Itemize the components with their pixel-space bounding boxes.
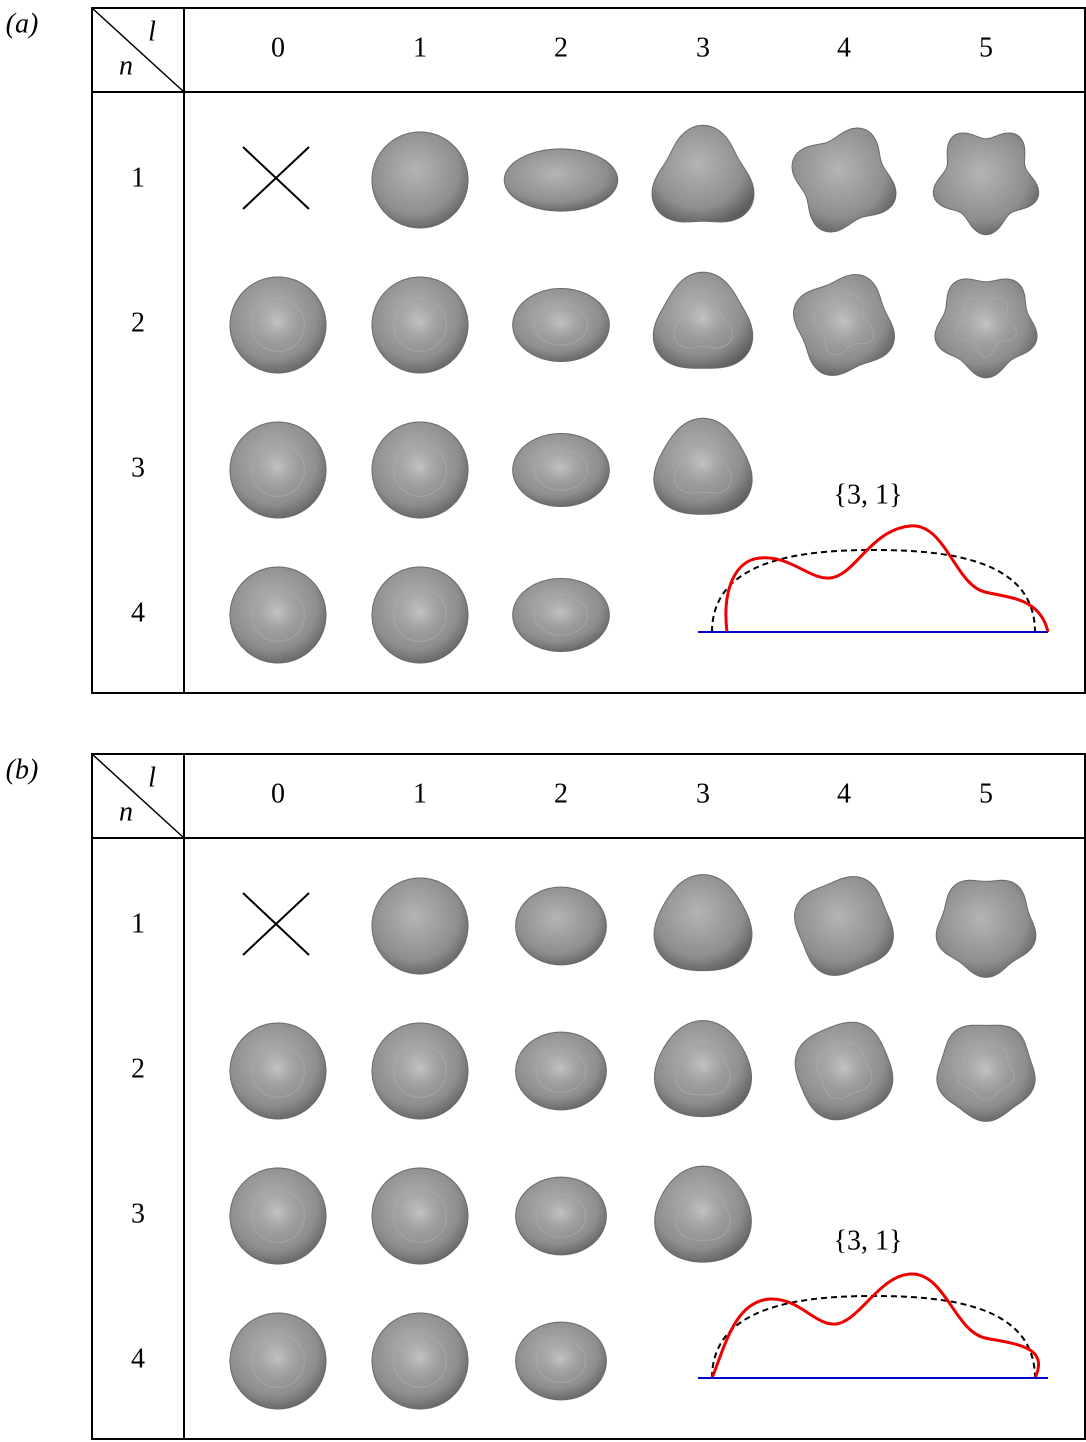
corner-n: n [119,50,133,81]
cross [242,892,310,956]
column-header: 3 [696,32,710,63]
row-header: 2 [131,307,145,338]
table-border [91,753,1086,1440]
column-header: 2 [554,778,568,809]
inset-label: {3, 1} [834,1225,903,1256]
droplet-shape [932,132,1040,236]
droplet-highlight [813,294,875,356]
droplet-shape [791,127,897,233]
droplet-shape [794,876,894,976]
droplet-highlight [393,298,447,352]
droplet-highlight [533,594,589,636]
droplet-highlight [393,1044,447,1098]
row-header: 4 [131,1343,145,1374]
row-header: 2 [131,1053,145,1084]
droplet-shape [653,874,753,972]
droplet-highlight [393,1189,447,1243]
corner-n: n [119,796,133,827]
column-header: 0 [271,32,285,63]
droplet-shape [371,877,469,975]
column-header: 4 [837,778,851,809]
droplet-shape [515,886,607,966]
column-header: 1 [413,32,427,63]
droplet-highlight [535,1049,587,1093]
droplet-highlight [251,588,305,642]
droplet-highlight [251,1334,305,1388]
droplet-highlight [393,443,447,497]
corner-diagonal [91,7,185,93]
droplet-highlight [674,439,732,494]
column-header: 0 [271,778,285,809]
corner-l: l [148,16,156,47]
droplet-highlight [535,1339,587,1383]
droplet-highlight [675,1186,731,1241]
droplet-highlight [815,1042,873,1100]
column-header: 5 [979,32,993,63]
inset-profile [724,524,1050,633]
droplet-shape [651,124,755,223]
droplet-highlight [251,1044,305,1098]
column-header: 5 [979,778,993,809]
column-header: 2 [554,32,568,63]
table-border [91,7,1086,694]
droplet-highlight [393,1334,447,1388]
row-header: 1 [131,162,145,193]
droplet-highlight [535,1194,587,1238]
droplet-highlight [251,298,305,352]
droplet-shape [935,879,1037,978]
droplet-highlight [533,449,589,491]
droplet-highlight [393,588,447,642]
corner-diagonal [91,753,185,839]
droplet-highlight [957,1045,1015,1101]
row-header: 4 [131,597,145,628]
cross [242,146,310,210]
panel-label: (b) [6,754,39,785]
inset-label: {3, 1} [834,479,903,510]
row-header: 1 [131,908,145,939]
droplet-highlight [955,297,1017,358]
droplet-highlight [673,292,733,349]
column-header: 3 [696,778,710,809]
droplet-highlight [251,443,305,497]
droplet-shape [503,148,619,212]
panel-label: (a) [6,8,39,39]
droplet-shape [371,131,469,229]
inset-reference [711,548,1036,633]
column-header: 1 [413,778,427,809]
row-header: 3 [131,452,145,483]
droplet-highlight [675,1041,731,1096]
corner-l: l [148,762,156,793]
inset-profile [710,1272,1041,1379]
droplet-highlight [533,304,589,346]
row-header: 3 [131,1198,145,1229]
column-header: 4 [837,32,851,63]
droplet-highlight [251,1189,305,1243]
